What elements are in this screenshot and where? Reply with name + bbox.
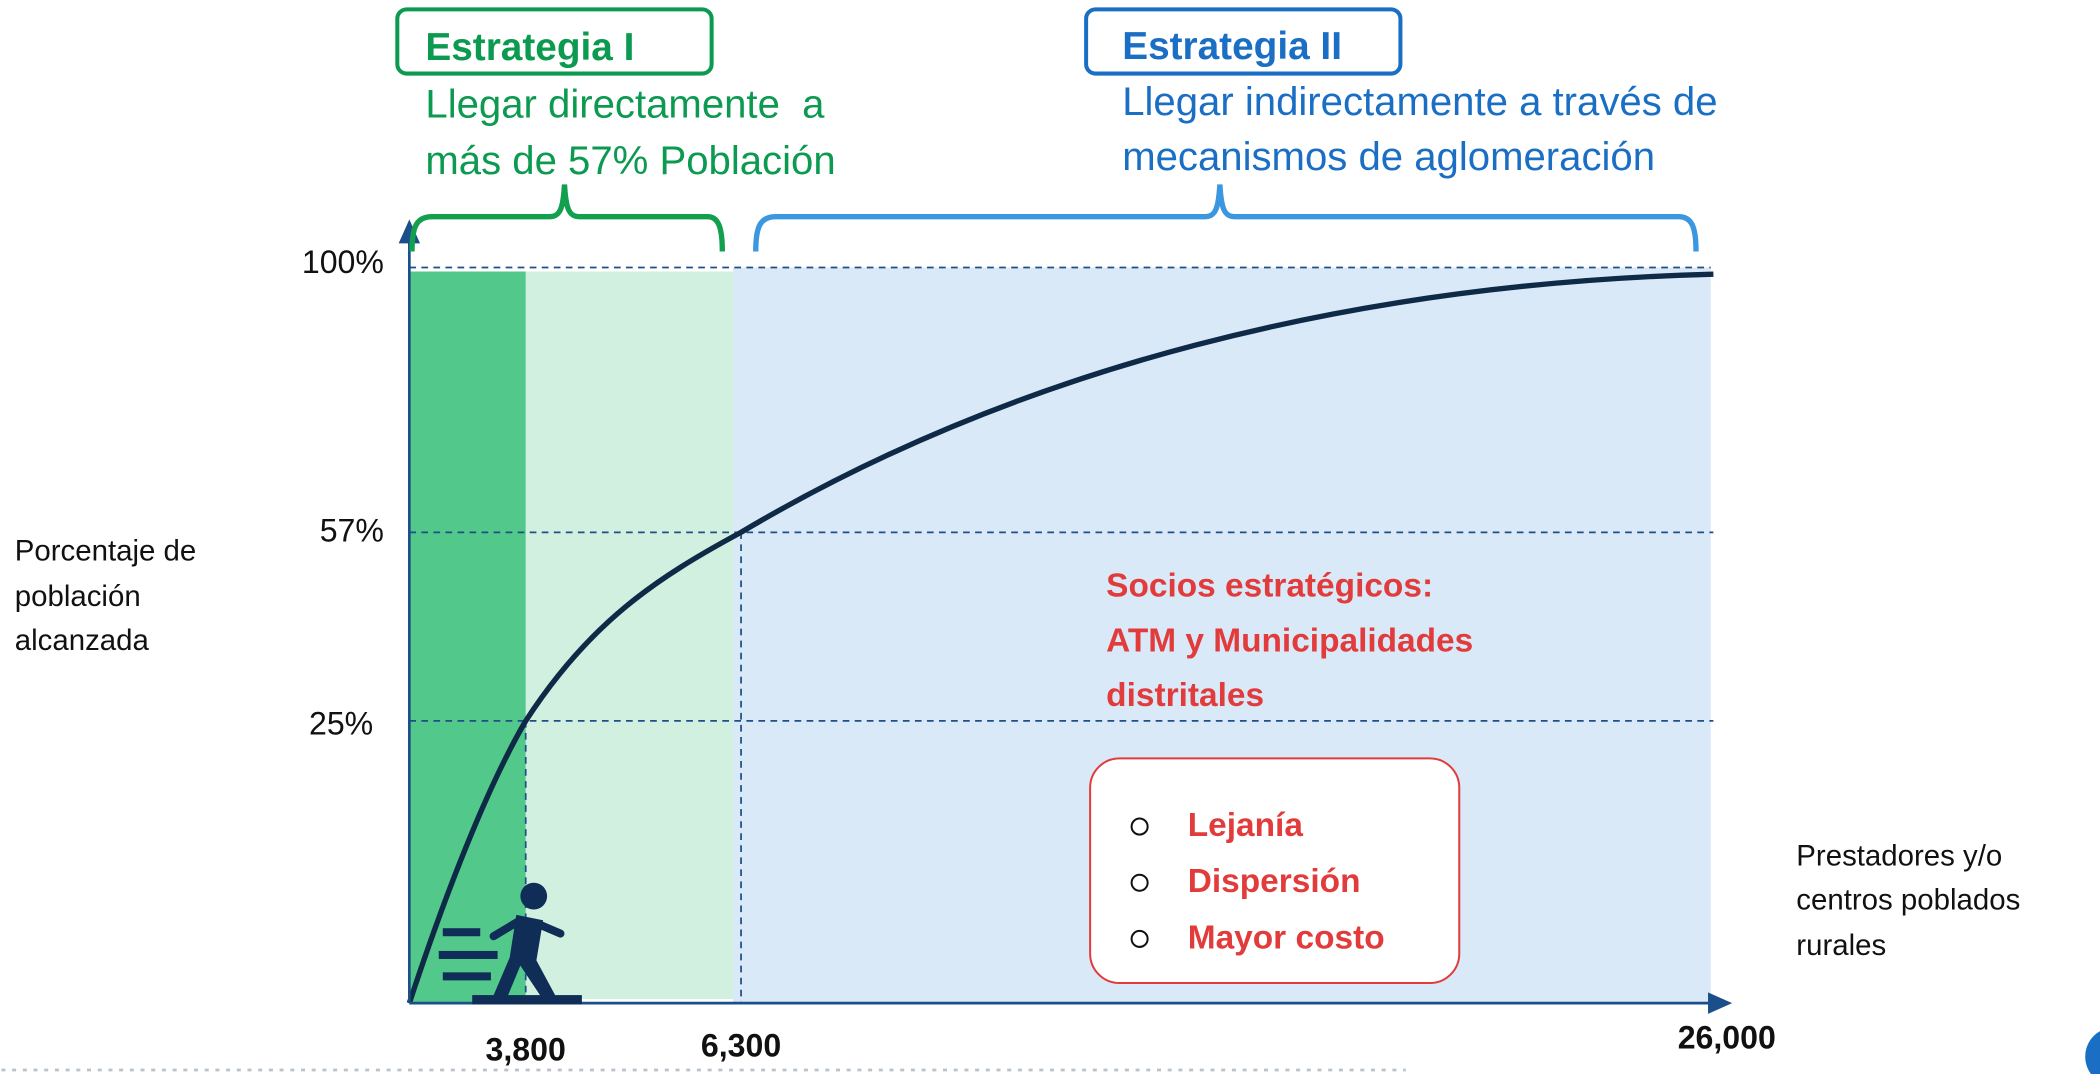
x-axis-label: rurales — [1796, 929, 1886, 962]
strategy-title: Estrategia I — [425, 26, 634, 69]
x-tick-label: 3,800 — [486, 1032, 566, 1068]
strategy-title: Estrategia II — [1122, 25, 1342, 68]
bullet — [1130, 817, 1149, 836]
x-axis-label: Prestadores y/o — [1796, 839, 2002, 872]
strategy-description: Llegar indirectamente a través de — [1122, 79, 1717, 124]
region-direct-light — [525, 271, 734, 1000]
x-tick-label: 6,300 — [701, 1028, 781, 1064]
barrier-item: Dispersión — [1188, 863, 1361, 900]
coverage-curve — [406, 271, 1714, 1004]
y-tick-label: 25% — [309, 705, 373, 741]
partners-text: ATM y Municipalidades — [1106, 622, 1473, 659]
strategy-box-1 — [395, 7, 714, 76]
strategy-box-2 — [1084, 7, 1403, 76]
partners-text: Socios estratégicos: — [1106, 568, 1433, 605]
y-axis-label: alcanzada — [15, 624, 150, 657]
x-tick-label: 26,000 — [1678, 1020, 1776, 1056]
strategy-description: Llegar directamente a — [425, 82, 825, 127]
corner-circle — [2085, 1031, 2100, 1074]
barrier-item: Lejanía — [1188, 807, 1304, 844]
strategy-description: más de 57% Población — [425, 138, 835, 183]
strategy-description: mecanismos de aglomeración — [1122, 134, 1655, 179]
y-axis-label: Porcentaje de — [15, 534, 196, 567]
y-axis-label: población — [15, 580, 141, 613]
runner-icon — [438, 882, 582, 1005]
partners-text: distritales — [1106, 677, 1264, 714]
x-axis-label: centros poblados — [1796, 883, 2020, 916]
bullet — [1130, 873, 1149, 892]
bullet — [1130, 929, 1149, 948]
y-tick-label: 57% — [320, 513, 384, 549]
barrier-item: Mayor costo — [1188, 919, 1385, 956]
barriers-box — [1089, 757, 1461, 985]
bracket-strategy-2 — [753, 184, 1699, 252]
y-tick-label: 100% — [302, 244, 384, 280]
region-direct-dark — [409, 271, 526, 1004]
bracket-strategy-1 — [409, 184, 725, 252]
